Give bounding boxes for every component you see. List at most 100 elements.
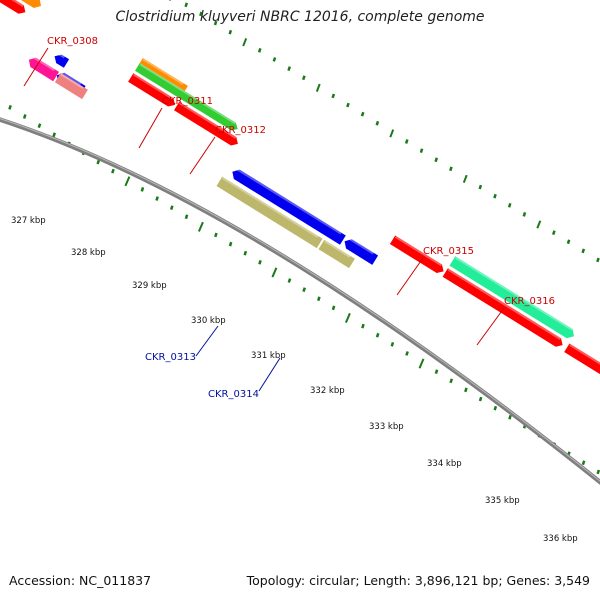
gene-label-ckr-0308[interactable]: CKR_0308 — [47, 36, 98, 47]
minor-tick — [257, 48, 262, 53]
gene-magenta-block[interactable] — [28, 57, 59, 82]
minor-tick — [361, 323, 365, 329]
minor-tick — [596, 469, 600, 475]
minor-tick — [184, 214, 189, 220]
kbp-label: 334 kbp — [427, 459, 462, 469]
gene-ckr-0312-block-shine — [139, 63, 236, 125]
gene-label-ckr-0313[interactable]: CKR_0313 — [145, 352, 196, 363]
minor-tick — [581, 248, 586, 254]
gene-ckr-0313-block-shine — [235, 167, 342, 235]
feature-track — [0, 0, 600, 390]
gene-red-2-block-shine — [133, 73, 174, 100]
minor-tick — [258, 260, 262, 265]
kbp-label: 330 kbp — [191, 316, 226, 326]
minor-tick — [140, 187, 145, 192]
gene-blue-4-block-shine — [347, 237, 374, 255]
gene-khaki-1-block[interactable] — [216, 176, 323, 249]
gene-pink-block-shine — [60, 73, 84, 89]
kbp-label: 336 kbp — [543, 534, 578, 544]
gene-label-ckr-0316[interactable]: CKR_0316 — [504, 296, 555, 307]
minor-tick — [375, 120, 380, 126]
gene-red-6-block[interactable] — [564, 343, 600, 390]
gene-label-ckr-0315[interactable]: CKR_0315 — [423, 246, 474, 257]
minor-tick — [170, 205, 174, 210]
gene-label-leader — [396, 257, 424, 296]
gene-ckr-0308-block[interactable] — [0, 0, 41, 8]
gene-red-2-block[interactable] — [128, 73, 175, 107]
minor-tick — [566, 239, 571, 245]
minor-tick — [478, 396, 483, 402]
kbp-scale-labels: 327 kbp 328 kbp 329 kbp 330 kbp 331 kbp 332 k… — [11, 216, 578, 544]
minor-tick — [434, 157, 438, 163]
minor-tick — [478, 184, 483, 190]
minor-tick — [243, 250, 248, 256]
minor-tick — [434, 369, 439, 374]
minor-tick — [302, 75, 306, 81]
kbp-label: 335 kbp — [485, 496, 520, 506]
gene-red-5-block[interactable] — [442, 268, 563, 347]
gene-ckr-0311-block[interactable] — [139, 58, 188, 91]
kbp-label: 327 kbp — [11, 216, 46, 226]
gene-blue-1-block[interactable] — [54, 54, 70, 68]
genome-summary: Topology: circular; Length: 3,896,121 bp… — [246, 573, 590, 588]
minor-tick — [317, 296, 321, 302]
gene-red-3-block[interactable] — [174, 101, 238, 146]
minor-tick — [22, 114, 27, 119]
minor-tick — [302, 287, 306, 292]
accession-label: Accession: NC_011837 — [9, 573, 152, 588]
major-tick — [315, 83, 321, 92]
gene-label-ckr-0311[interactable]: CKR_0311 — [162, 96, 213, 107]
minor-tick — [184, 2, 188, 8]
map-title: Clostridium kluyveri NBRC 12016, complet… — [115, 9, 485, 25]
gene-blue-4-block[interactable] — [344, 239, 379, 265]
minor-tick — [464, 387, 468, 393]
kbp-label: 332 kbp — [310, 386, 345, 396]
gene-ckr-0311-block-shine — [142, 58, 184, 85]
minor-tick — [419, 148, 424, 153]
gene-ckr-0313-block[interactable] — [232, 169, 346, 245]
gene-label-leader — [138, 107, 163, 149]
gene-pink-block[interactable] — [54, 72, 88, 100]
major-tick — [168, 0, 171, 1]
major-tick — [536, 220, 542, 229]
major-tick — [124, 176, 131, 187]
major-tick — [344, 312, 351, 323]
kbp-label: 328 kbp — [71, 248, 106, 258]
gene-blue-1-block-shine — [56, 52, 65, 59]
minor-tick — [522, 212, 527, 217]
gene-labels: CKR_0308 CKR_0311 CKR_0312 CKR_0313 CKR_0314… — [23, 36, 555, 400]
major-tick — [462, 174, 468, 184]
minor-tick — [331, 93, 336, 99]
minor-tick — [405, 351, 409, 356]
gene-red-1-block[interactable] — [0, 0, 26, 14]
gene-ckr-0314-block[interactable] — [318, 239, 355, 269]
gene-ckr-0312-block[interactable] — [135, 63, 238, 131]
minor-tick — [214, 232, 218, 238]
major-tick — [271, 267, 278, 278]
gene-ckr-0316-block-shine — [455, 256, 573, 331]
gene-label-ckr-0314[interactable]: CKR_0314 — [208, 389, 259, 400]
minor-tick — [346, 102, 350, 108]
gene-red-5-block-shine — [447, 268, 561, 340]
minor-tick — [199, 11, 203, 17]
gene-label-ckr-0312[interactable]: CKR_0312 — [215, 125, 266, 136]
minor-tick — [96, 159, 101, 165]
major-tick — [242, 38, 248, 47]
minor-tick — [449, 378, 453, 384]
minor-tick — [52, 132, 56, 138]
gene-red-4-block[interactable] — [389, 235, 444, 274]
minor-tick — [331, 305, 336, 311]
minor-tick — [37, 123, 42, 128]
major-tick — [197, 221, 204, 232]
minor-tick — [508, 414, 512, 420]
inner-tick-track — [8, 105, 600, 475]
genome-backbone-highlight — [0, 118, 600, 482]
gene-red-4-block-shine — [394, 236, 442, 267]
minor-tick — [287, 278, 292, 283]
gene-red-3-block-shine — [179, 102, 237, 139]
minor-tick — [155, 196, 159, 201]
gene-khaki-1-block-shine — [222, 177, 319, 238]
gene-ckr-0316-block[interactable] — [449, 256, 574, 339]
gene-label-leader — [23, 47, 49, 87]
minor-tick — [581, 460, 586, 466]
